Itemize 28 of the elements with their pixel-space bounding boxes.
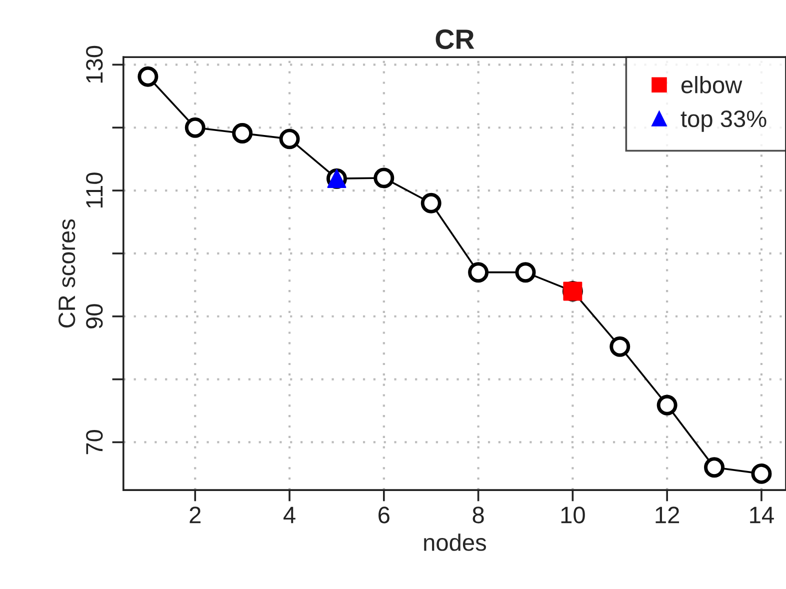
x-tick-label: 2 — [190, 506, 201, 524]
point — [751, 463, 772, 484]
y-tick-label: 90 — [86, 304, 103, 328]
x-tick-label: 4 — [284, 506, 296, 524]
point — [279, 128, 300, 150]
point — [515, 262, 536, 283]
point — [420, 192, 442, 214]
point — [374, 168, 394, 188]
point — [704, 457, 725, 478]
x-axis-title: nodes — [424, 534, 486, 551]
legend-label: top 33% — [680, 110, 766, 132]
point — [232, 123, 253, 144]
point — [184, 117, 206, 138]
x-tick-label: 10 — [561, 506, 585, 524]
y-axis-title: CR scores — [58, 219, 76, 328]
point — [656, 394, 678, 416]
x-tick-label: 12 — [656, 506, 680, 524]
point — [610, 336, 630, 357]
y-tick-label: 70 — [86, 430, 103, 454]
point — [138, 66, 158, 87]
x-tick-label: 14 — [750, 506, 774, 524]
point — [468, 262, 489, 283]
x-tick-label: 8 — [472, 506, 484, 524]
chart-title: CR — [436, 29, 474, 50]
legend-label: elbow — [681, 76, 742, 94]
y-tick-label: 110 — [86, 172, 103, 208]
x-tick-label: 6 — [378, 506, 390, 524]
y-tick-label: 130 — [86, 46, 103, 83]
